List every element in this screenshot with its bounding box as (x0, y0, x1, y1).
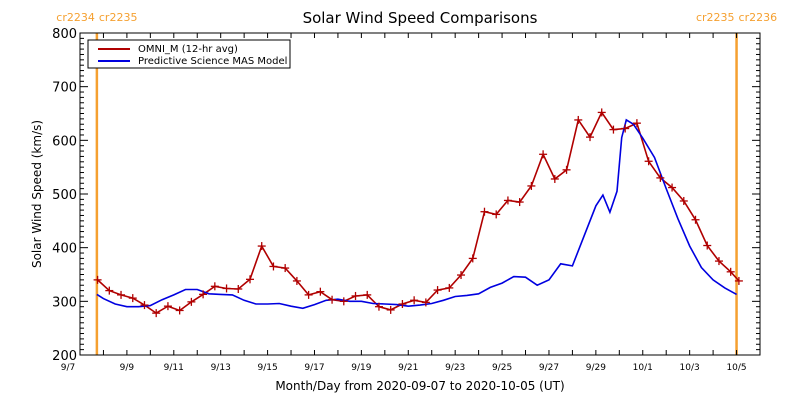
omni-data-point (644, 157, 653, 166)
omni-data-point (714, 257, 723, 266)
omni-data-point (597, 108, 606, 117)
omni-data-point (691, 215, 700, 224)
omni-data-point (374, 302, 383, 311)
omni-data-point (656, 173, 665, 182)
omni-data-point (140, 301, 149, 310)
y-tick-label: 200 (52, 349, 77, 364)
y-tick-label: 800 (52, 27, 77, 42)
y-tick-label: 600 (52, 134, 77, 149)
omni-data-point (503, 196, 512, 205)
omni-data-point (163, 302, 172, 311)
omni-data-point (621, 124, 630, 133)
omni-data-point (105, 286, 114, 295)
omni-data-point (457, 271, 466, 280)
legend-label-mas: Predictive Science MAS Model (138, 56, 287, 67)
omni-data-point (550, 174, 559, 183)
omni-data-point (492, 210, 501, 219)
omni-data-point (445, 283, 454, 292)
x-tick-label: 9/17 (304, 363, 324, 373)
x-tick-label: 9/29 (586, 363, 606, 373)
omni-data-point (152, 309, 161, 318)
legend: OMNI_M (12-hr avg) Predictive Science MA… (87, 39, 291, 69)
y-tick-label: 500 (52, 188, 77, 203)
x-tick-label: 9/25 (492, 363, 512, 373)
omni-data-point (410, 296, 419, 305)
omni-data-point (328, 295, 337, 304)
omni-data-point (351, 291, 360, 300)
carrington-label-left: cr2234 (56, 11, 95, 24)
omni-data-point (128, 294, 137, 303)
x-tick-label: 9/27 (539, 363, 559, 373)
x-tick-label: 10/1 (633, 363, 653, 373)
x-tick-label: 9/23 (445, 363, 465, 373)
x-tick-label: 10/5 (726, 363, 746, 373)
omni-data-point (257, 242, 266, 251)
omni-data-point (210, 282, 219, 291)
omni-data-point (433, 286, 442, 295)
omni-data-point (609, 125, 618, 134)
omni-data-point (339, 297, 348, 306)
omni-data-point (562, 165, 571, 174)
omni-data-point (539, 150, 548, 159)
x-tick-label: 9/15 (257, 363, 277, 373)
omni-data-point (175, 306, 184, 315)
carrington-label-left: cr2235 (696, 11, 735, 24)
omni-data-point (199, 290, 208, 299)
x-tick-label: 9/13 (211, 363, 231, 373)
y-axis-label: Solar Wind Speed (km/s) (30, 120, 44, 268)
x-tick-label: 9/11 (164, 363, 184, 373)
omni-data-point (292, 276, 301, 285)
omni-data-point (480, 207, 489, 216)
omni-data-point (316, 287, 325, 296)
mas-model-series-line (96, 118, 737, 310)
x-tick-label: 9/7 (61, 363, 75, 373)
carrington-label-right: cr2236 (739, 11, 778, 24)
omni-data-point (734, 276, 743, 285)
omni-data-point (187, 297, 196, 306)
omni-data-point (586, 133, 594, 142)
omni-data-point (117, 290, 126, 299)
omni-data-point (234, 284, 243, 293)
y-tick-label: 700 (52, 81, 77, 96)
legend-box (87, 39, 291, 69)
x-axis-label: Month/Day from 2020-09-07 to 2020-10-05 … (275, 379, 564, 393)
omni-data-point (668, 183, 677, 192)
omni-data-point (269, 262, 278, 271)
omni-data-point (281, 264, 290, 273)
omni-data-point (527, 181, 536, 190)
carrington-label-right: cr2235 (99, 11, 138, 24)
omni-data-point (304, 290, 313, 299)
omni-data-point (574, 115, 583, 124)
plot-frame (79, 32, 761, 356)
x-tick-label: 9/21 (398, 363, 418, 373)
omni-data-point (386, 305, 395, 314)
omni-data-point (246, 275, 254, 284)
omni-data-point (398, 300, 407, 309)
omni-data-point (632, 119, 641, 128)
x-tick-label: 10/3 (680, 363, 700, 373)
omni-data-point (515, 198, 524, 207)
chart-title: Solar Wind Speed Comparisons (303, 9, 538, 27)
omni-data-point (363, 290, 372, 299)
omni-data-point (468, 254, 477, 263)
omni-series-line (97, 110, 740, 315)
y-tick-label: 300 (52, 295, 77, 310)
omni-data-point (703, 241, 712, 250)
legend-label-omni: OMNI_M (12-hr avg) (138, 44, 238, 55)
x-tick-label: 9/19 (351, 363, 371, 373)
omni-data-point (421, 298, 430, 307)
omni-data-point (222, 284, 231, 293)
omni-data-point (726, 267, 735, 276)
omni-data-point (679, 196, 688, 205)
omni-data-point (93, 275, 102, 284)
y-tick-label: 400 (52, 242, 77, 257)
x-tick-label: 9/9 (120, 363, 135, 373)
